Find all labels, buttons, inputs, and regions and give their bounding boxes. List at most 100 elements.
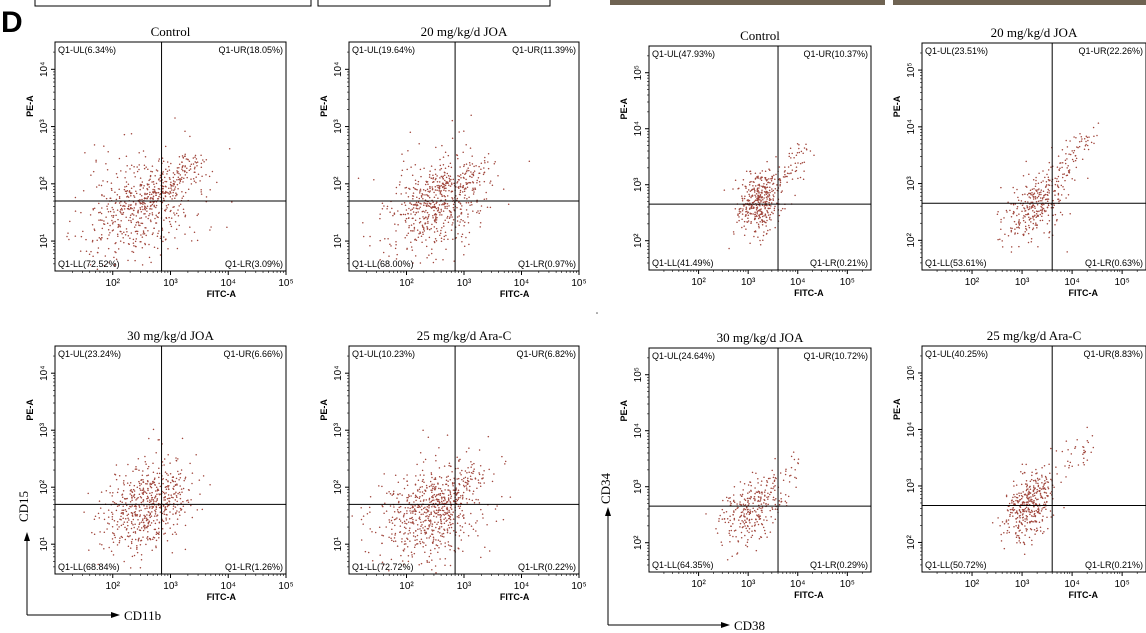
event-dot — [189, 165, 192, 167]
event-dot — [391, 522, 394, 524]
event-dot — [1031, 201, 1034, 204]
event-dot — [473, 462, 475, 465]
event-dot — [424, 533, 427, 535]
event-dot — [1048, 230, 1051, 233]
event-dot — [127, 259, 129, 262]
event-dot — [1064, 159, 1067, 161]
event-dot — [458, 175, 461, 178]
event-dot — [134, 531, 137, 533]
event-dot — [762, 199, 764, 201]
event-dot — [419, 206, 421, 209]
event-dot — [760, 201, 762, 203]
event-dot — [414, 530, 417, 532]
event-dot — [165, 180, 168, 183]
event-dot — [176, 496, 178, 498]
event-dot — [771, 508, 774, 511]
event-dot — [744, 215, 747, 217]
event-dot — [435, 459, 437, 462]
event-dot — [419, 506, 421, 509]
event-dot — [100, 212, 103, 215]
event-dot — [426, 487, 428, 489]
event-dot — [747, 214, 750, 217]
event-dot — [1035, 183, 1037, 185]
event-dot — [438, 476, 441, 478]
event-dot — [450, 182, 453, 184]
event-dot — [420, 521, 422, 523]
event-dot — [1033, 513, 1036, 515]
event-dot — [750, 212, 753, 215]
event-dot — [106, 528, 108, 530]
event-dot — [170, 225, 173, 228]
event-dot — [1032, 206, 1034, 209]
event-dot — [412, 532, 415, 534]
event-dot — [403, 202, 406, 204]
event-dot — [763, 231, 765, 233]
event-dot — [480, 205, 483, 207]
event-dot — [424, 222, 427, 225]
event-dot — [1076, 439, 1078, 441]
event-dot — [144, 515, 146, 517]
event-dot — [771, 507, 773, 509]
event-dot — [130, 220, 132, 222]
event-dot — [1065, 440, 1068, 442]
event-dot — [1059, 167, 1061, 169]
event-dot — [442, 258, 444, 261]
event-dot — [133, 214, 135, 216]
event-dot — [440, 190, 443, 192]
event-dot — [1042, 190, 1045, 192]
event-dot — [169, 183, 172, 186]
event-dot — [409, 202, 411, 204]
event-dot — [146, 507, 148, 510]
event-dot — [755, 518, 757, 520]
event-dot — [740, 207, 742, 210]
event-dot — [140, 559, 143, 561]
event-dot — [432, 495, 434, 497]
event-dot — [743, 205, 745, 207]
event-dot — [419, 496, 421, 498]
event-dot — [790, 474, 792, 477]
event-dot — [179, 180, 182, 183]
event-dot — [403, 526, 406, 528]
event-dot — [420, 525, 422, 528]
event-dot — [1024, 200, 1027, 203]
event-dot — [426, 218, 429, 220]
event-dot — [158, 493, 161, 496]
event-dot — [741, 520, 743, 522]
event-dot — [737, 506, 739, 509]
event-dot — [413, 228, 416, 230]
event-dot — [757, 197, 759, 200]
event-dot — [431, 559, 433, 561]
event-dot — [442, 178, 445, 180]
event-dot — [433, 203, 436, 206]
event-dot — [403, 533, 405, 535]
event-dot — [1014, 496, 1016, 498]
event-dot — [729, 515, 731, 518]
event-dot — [431, 483, 433, 485]
event-dot — [1042, 180, 1044, 182]
event-dot — [775, 173, 777, 176]
event-dot — [761, 191, 763, 193]
event-dot — [477, 498, 479, 501]
event-dot — [1021, 204, 1024, 207]
event-dot — [1082, 445, 1084, 448]
event-dot — [422, 478, 424, 481]
event-dot — [386, 205, 389, 208]
event-dot — [1043, 203, 1045, 206]
event-dot — [382, 251, 385, 254]
event-dot — [1033, 492, 1036, 494]
event-dot — [742, 489, 744, 491]
event-dot — [435, 217, 437, 220]
event-dot — [177, 209, 179, 211]
event-dot — [774, 187, 777, 190]
event-dot — [166, 191, 168, 194]
event-dot — [439, 185, 441, 188]
event-dot — [755, 196, 757, 198]
event-dot — [1028, 508, 1031, 511]
event-dot — [173, 485, 175, 488]
event-dot — [444, 542, 446, 544]
event-dot — [412, 510, 415, 512]
event-dot — [114, 536, 116, 539]
event-dot — [137, 210, 139, 213]
event-dot — [444, 205, 446, 208]
event-dot — [766, 496, 768, 499]
